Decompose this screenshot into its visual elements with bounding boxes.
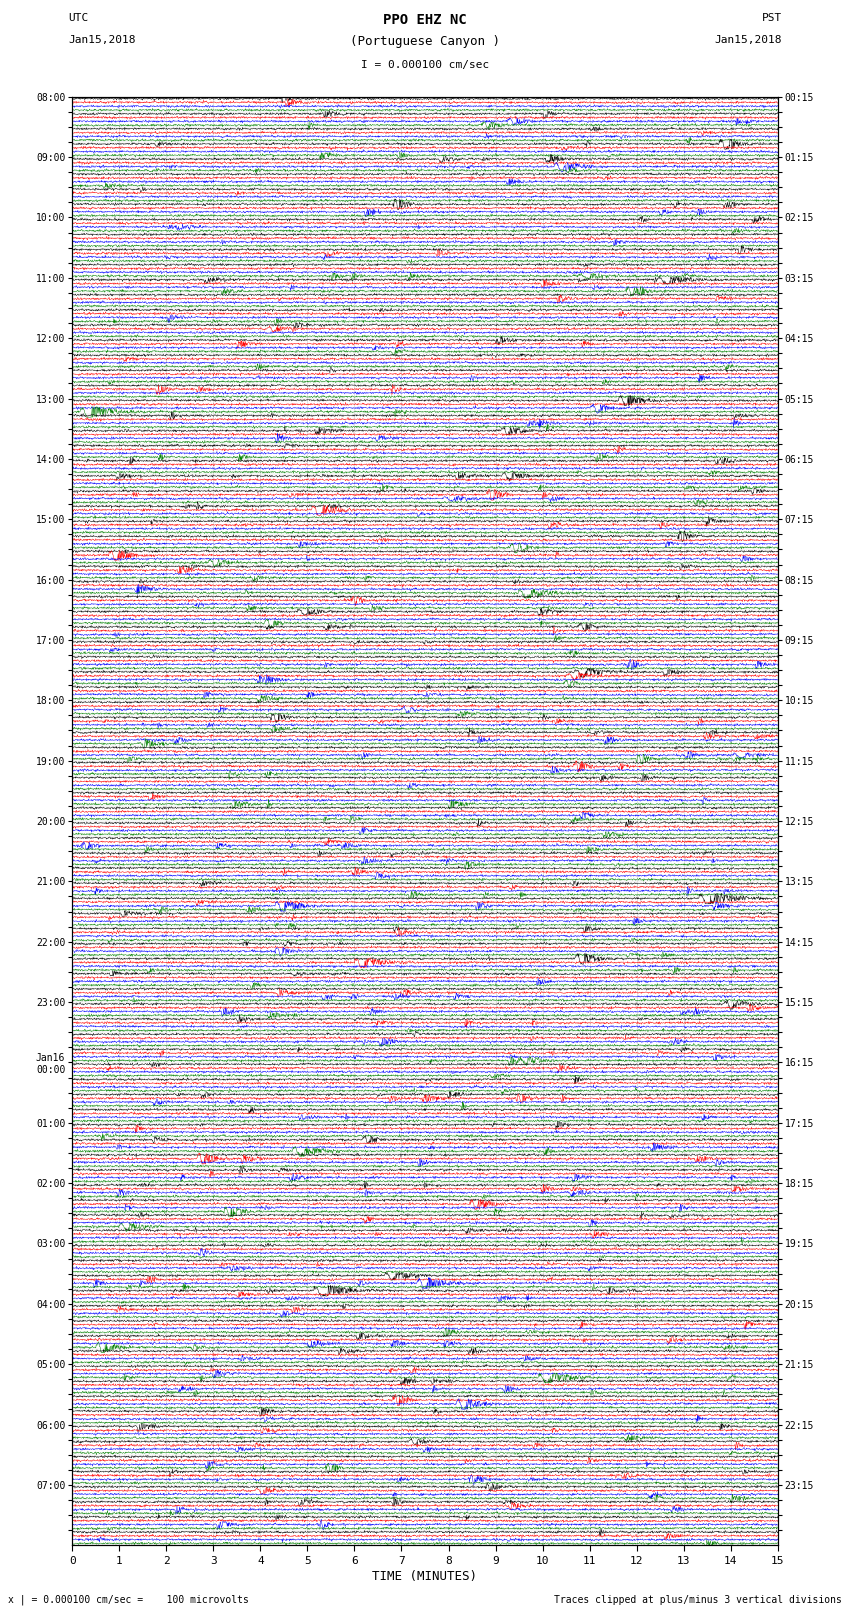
Text: (Portuguese Canyon ): (Portuguese Canyon ) — [350, 35, 500, 48]
Text: Jan15,2018: Jan15,2018 — [715, 35, 782, 45]
Text: UTC: UTC — [68, 13, 88, 23]
Text: x | = 0.000100 cm/sec =    100 microvolts: x | = 0.000100 cm/sec = 100 microvolts — [8, 1594, 249, 1605]
Text: I = 0.000100 cm/sec: I = 0.000100 cm/sec — [361, 60, 489, 69]
Text: PST: PST — [762, 13, 782, 23]
Text: Jan15,2018: Jan15,2018 — [68, 35, 135, 45]
X-axis label: TIME (MINUTES): TIME (MINUTES) — [372, 1569, 478, 1582]
Text: PPO EHZ NC: PPO EHZ NC — [383, 13, 467, 27]
Text: Traces clipped at plus/minus 3 vertical divisions: Traces clipped at plus/minus 3 vertical … — [553, 1595, 842, 1605]
